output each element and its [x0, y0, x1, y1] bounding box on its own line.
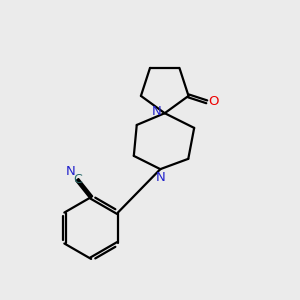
Text: C: C	[73, 173, 82, 186]
Text: N: N	[65, 165, 75, 178]
Text: N: N	[152, 105, 161, 118]
Text: N: N	[156, 171, 166, 184]
Text: O: O	[208, 95, 218, 108]
